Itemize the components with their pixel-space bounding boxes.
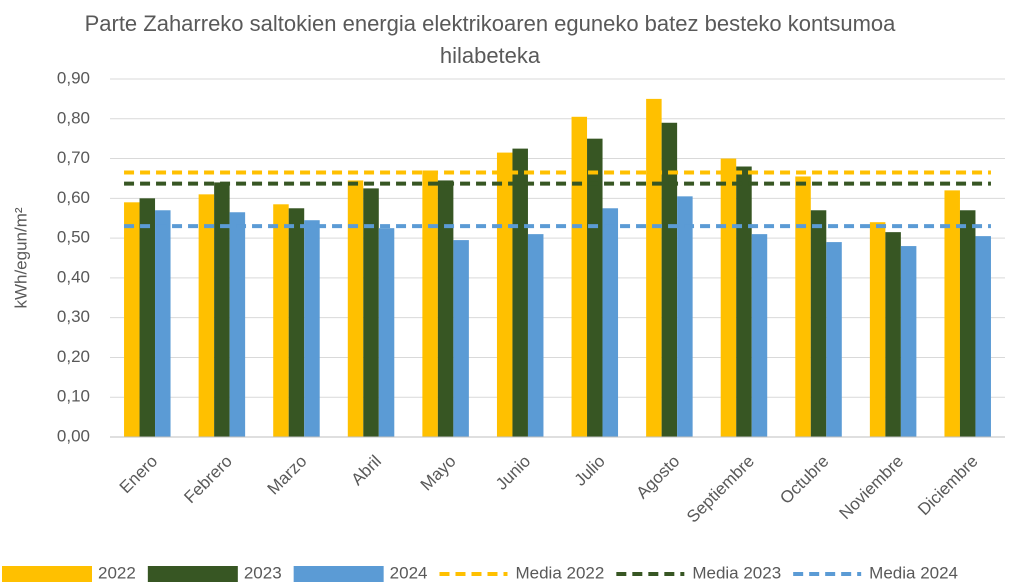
- x-tick-label: Julio: [571, 452, 609, 490]
- legend-label: Media 2022: [515, 563, 604, 582]
- bar: [677, 196, 693, 437]
- chart-title: Parte Zaharreko saltokien energia elektr…: [84, 11, 896, 68]
- bar: [214, 182, 230, 437]
- bar: [347, 180, 364, 437]
- y-tick-label: 0,10: [57, 387, 90, 406]
- x-tick-label: Febrero: [180, 452, 236, 508]
- legend-swatch: [147, 566, 238, 582]
- legend-label: 2022: [98, 563, 136, 582]
- x-tick-label: Abril: [348, 452, 385, 489]
- bar: [646, 98, 662, 437]
- bar: [155, 210, 171, 437]
- bar: [512, 148, 528, 437]
- bar: [288, 208, 305, 437]
- bar: [810, 210, 827, 437]
- bar: [869, 222, 886, 437]
- bar: [378, 228, 395, 437]
- y-tick-label: 0,40: [57, 267, 90, 286]
- legend-label: Media 2024: [869, 563, 958, 582]
- bar: [959, 210, 976, 437]
- bar: [363, 188, 379, 437]
- y-tick-label: 0,30: [57, 307, 90, 326]
- x-tick-label: Marzo: [264, 452, 311, 499]
- y-tick-label: 0,60: [57, 188, 90, 207]
- legend-label: 2024: [390, 563, 428, 582]
- y-tick-label: 0,00: [57, 426, 90, 445]
- bar: [453, 240, 469, 437]
- x-tick-label: Octubre: [776, 452, 832, 508]
- x-tick-label: Mayo: [417, 452, 460, 495]
- bar: [198, 194, 215, 437]
- y-tick-label: 0,80: [57, 108, 90, 127]
- y-tick-label: 0,70: [57, 148, 90, 167]
- y-tick-label: 0,20: [57, 347, 90, 366]
- bar: [736, 166, 752, 437]
- bar: [304, 220, 320, 437]
- bar: [527, 234, 544, 437]
- bar: [975, 236, 991, 437]
- x-tick-label: Agosto: [633, 452, 684, 503]
- bar: [273, 204, 289, 437]
- bar: [587, 138, 603, 437]
- bar: [124, 202, 140, 437]
- bar: [437, 180, 454, 437]
- legend-swatch: [293, 566, 384, 582]
- legend-label: Media 2023: [692, 563, 781, 582]
- legend-swatch: [2, 566, 92, 582]
- y-axis-label: kWh/egun/m²: [11, 207, 30, 308]
- bar: [422, 170, 438, 437]
- x-tick-label: Noviembre: [836, 452, 908, 524]
- bar: [661, 122, 678, 437]
- bar: [139, 198, 156, 437]
- bar: [826, 242, 842, 437]
- bar: [571, 116, 588, 438]
- bar: [496, 152, 513, 438]
- y-tick-label: 0,90: [57, 68, 90, 87]
- y-tick-label: 0,50: [57, 228, 90, 247]
- bar: [900, 246, 917, 437]
- x-tick-label: Diciembre: [914, 452, 982, 520]
- x-tick-label: Junio: [492, 452, 534, 494]
- x-tick-label: Enero: [116, 452, 162, 498]
- bar: [229, 212, 246, 437]
- x-tick-label: Septiembre: [683, 452, 758, 527]
- bar: [885, 232, 901, 437]
- bar: [602, 208, 619, 437]
- bar: [751, 234, 768, 437]
- bar: [720, 158, 737, 438]
- legend-label: 2023: [244, 563, 282, 582]
- bar: [944, 190, 960, 437]
- bar: [795, 176, 811, 437]
